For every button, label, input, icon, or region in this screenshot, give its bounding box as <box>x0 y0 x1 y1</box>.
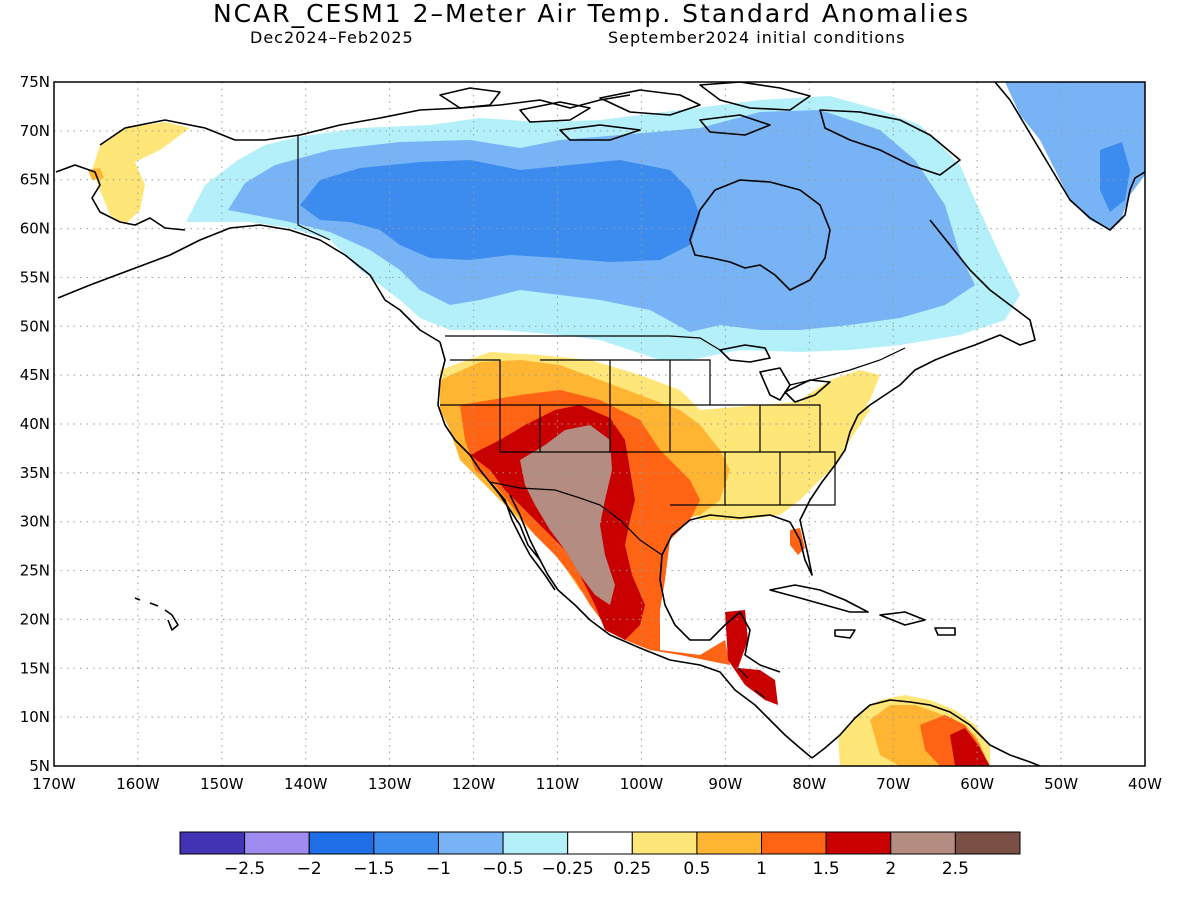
anomaly-region-canada-dark <box>300 160 700 262</box>
coastline-pacific <box>437 341 559 591</box>
lat-tick-label: 25N <box>20 562 50 580</box>
lon-tick-label: 80W <box>792 775 826 793</box>
colorbar-label: −0.25 <box>542 859 594 879</box>
colorbar-swatch <box>308 831 375 855</box>
border-us-states <box>440 359 836 506</box>
lat-tick-label: 55N <box>20 268 50 286</box>
anomaly-region-southwest-brown <box>520 425 615 605</box>
longitude-labels: 170W 160W 150W 140W 130W 120W 110W 100W 90W 80W 70… <box>32 775 1162 793</box>
colorbar-label: −1 <box>426 859 451 879</box>
coastline-mexico-pacific <box>557 589 813 759</box>
colorbar-swatch <box>179 831 246 855</box>
lat-tick-label: 65N <box>20 171 50 189</box>
anomaly-region-central-america-red <box>725 610 778 705</box>
colorbar-swatch <box>631 831 698 855</box>
lon-tick-label: 150W <box>200 775 244 793</box>
lat-tick-label: 75N <box>20 73 50 91</box>
season-label: Dec2024–Feb2025 <box>250 28 414 47</box>
anomaly-shading <box>88 82 1145 766</box>
coastline-baja <box>489 481 556 591</box>
coastline-south-america <box>811 699 1041 766</box>
coastlines <box>55 82 1145 766</box>
coastline-caribbean <box>769 584 956 639</box>
colorbar-label: 1 <box>756 859 767 879</box>
colorbar-swatch <box>244 831 310 855</box>
lat-tick-label: 20N <box>20 610 50 628</box>
lat-tick-label: 45N <box>20 366 50 384</box>
lon-tick-label: 160W <box>116 775 160 793</box>
colorbar-swatch <box>954 831 1021 855</box>
border-us-canada <box>445 335 906 386</box>
colorbar-label: 2.5 <box>942 859 969 879</box>
colorbar-swatch <box>567 831 633 855</box>
lon-tick-label: 90W <box>708 775 742 793</box>
coastline-east <box>789 219 1036 576</box>
colorbar-swatch <box>825 831 892 855</box>
lon-tick-label: 140W <box>284 775 328 793</box>
initial-conditions-label: September2024 initial conditions <box>608 28 906 47</box>
anomaly-region-alaska-yellow <box>92 122 190 225</box>
lat-tick-label: 60N <box>20 220 50 238</box>
anomaly-region-northeast-yellow <box>800 370 880 420</box>
lon-tick-label: 100W <box>620 775 664 793</box>
lat-tick-label: 5N <box>29 757 50 775</box>
latitude-labels: 75N 70N 65N 60N 55N 50N 45N 40N 35N 30N 25N 20N 15N 1… <box>20 73 50 775</box>
colorbar-swatch <box>696 831 763 855</box>
coastline-greenland <box>994 82 1145 231</box>
colorbar-swatch <box>890 831 956 855</box>
lon-tick-label: 170W <box>32 775 76 793</box>
lat-tick-label: 70N <box>20 122 50 140</box>
colorbar-swatch <box>373 831 439 855</box>
lat-tick-label: 50N <box>20 317 50 335</box>
coastline-gulf <box>659 514 791 673</box>
lat-tick-label: 10N <box>20 708 50 726</box>
border-central-america <box>737 667 766 699</box>
colorbar-label: −0.5 <box>482 859 523 879</box>
colorbar-label: −2.5 <box>224 859 265 879</box>
colorbar-label: −2 <box>297 859 322 879</box>
lon-tick-label: 70W <box>876 775 910 793</box>
lon-tick-label: 40W <box>1128 775 1162 793</box>
lon-tick-label: 130W <box>368 775 412 793</box>
colorbar-label: −1.5 <box>353 859 394 879</box>
border-us-mexico <box>489 481 663 556</box>
lat-tick-label: 40N <box>20 415 50 433</box>
lon-tick-label: 50W <box>1044 775 1078 793</box>
lat-tick-label: 35N <box>20 464 50 482</box>
lon-tick-label: 120W <box>452 775 496 793</box>
map-frame <box>53 81 1146 767</box>
coastline-great-lakes <box>719 344 831 403</box>
coastline-hawaii <box>134 597 179 631</box>
coastline-arctic-islands <box>439 82 961 176</box>
lat-tick-label: 30N <box>20 513 50 531</box>
coastline-alaska <box>55 94 631 343</box>
chart-title: NCAR_CESM1 2–Meter Air Temp. Standard An… <box>212 0 971 28</box>
colorbar-swatch <box>761 831 827 855</box>
anomaly-region-greenland-dark <box>1100 142 1130 212</box>
lat-tick-label: 15N <box>20 659 50 677</box>
colorbar-label: 2 <box>885 859 896 879</box>
anomaly-region-south-america-red <box>950 728 990 766</box>
colorbar-swatch <box>502 831 569 855</box>
political-borders <box>297 135 906 699</box>
colorbar-label: 1.5 <box>813 859 840 879</box>
colorbar-label: 0.5 <box>683 859 710 879</box>
lon-tick-label: 110W <box>536 775 580 793</box>
coastline-hudson-bay <box>689 179 831 291</box>
colorbar: −2.5 −2 −1.5 −1 −0.5 −0.25 0.25 0.5 1 1.5 2 2.5 <box>179 831 1021 879</box>
colorbar-label: 0.25 <box>613 859 651 879</box>
border-alaska-canada <box>297 135 331 241</box>
lon-tick-label: 60W <box>960 775 994 793</box>
colorbar-swatch <box>437 831 504 855</box>
